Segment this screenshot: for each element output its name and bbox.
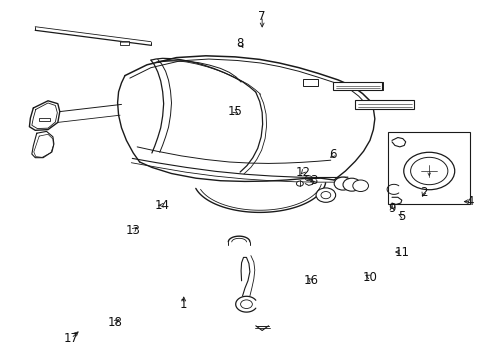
Text: 10: 10: [363, 271, 377, 284]
Text: 5: 5: [398, 210, 406, 222]
Text: 1: 1: [180, 298, 188, 311]
FancyBboxPatch shape: [39, 118, 50, 121]
Text: 2: 2: [420, 186, 428, 199]
Circle shape: [353, 180, 368, 192]
FancyBboxPatch shape: [333, 82, 382, 90]
FancyBboxPatch shape: [388, 132, 470, 204]
Circle shape: [316, 188, 336, 202]
Circle shape: [343, 178, 361, 191]
Text: 9: 9: [388, 202, 396, 215]
Text: 4: 4: [466, 195, 474, 208]
Text: 7: 7: [258, 10, 266, 23]
Text: 15: 15: [228, 105, 243, 118]
Circle shape: [296, 181, 303, 186]
Text: 16: 16: [304, 274, 318, 287]
Circle shape: [404, 152, 455, 190]
Text: 8: 8: [236, 37, 244, 50]
Text: 14: 14: [154, 199, 169, 212]
Circle shape: [334, 177, 352, 190]
Text: 6: 6: [329, 148, 337, 161]
Text: 17: 17: [64, 332, 78, 345]
Text: 11: 11: [394, 246, 409, 258]
Text: 3: 3: [310, 174, 318, 186]
Text: 13: 13: [126, 224, 141, 237]
FancyBboxPatch shape: [303, 79, 318, 86]
Text: 18: 18: [108, 316, 122, 329]
FancyBboxPatch shape: [355, 100, 414, 109]
FancyBboxPatch shape: [120, 41, 129, 45]
Text: 12: 12: [295, 166, 310, 179]
